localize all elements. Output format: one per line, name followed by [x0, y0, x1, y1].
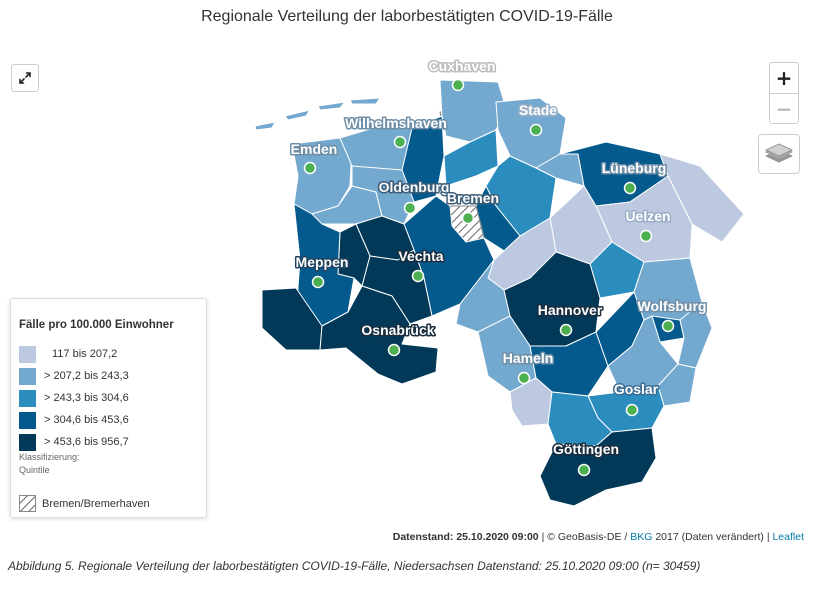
attribution-text: | © GeoBasis-DE / [538, 531, 631, 543]
region-islands [254, 97, 381, 131]
city-label-vechta: Vechta [398, 248, 443, 264]
legend-item: 117 bis 207,2 [19, 345, 117, 363]
fullscreen-button[interactable] [11, 64, 39, 92]
marker-meppen [311, 275, 325, 289]
marker-hameln [517, 371, 531, 385]
attribution-datenstand: Datenstand: 25.10.2020 09:00 [392, 531, 539, 543]
region-osnabrueck [319, 285, 439, 385]
city-label-emden: Emden [291, 141, 338, 157]
legend-label: > 243,3 bis 304,6 [44, 392, 129, 404]
classification-value: Quintile [19, 465, 50, 475]
expand-arrows-icon [19, 72, 31, 84]
city-label-wilhelmshaven: Wilhelmshaven [345, 115, 447, 131]
marker-hannover [559, 323, 573, 337]
legend-hatch-item: Bremen/Bremerhaven [19, 495, 150, 512]
map-view[interactable]: Cuxhaven Stade Wilhelmshaven Emden Lüneb… [0, 46, 814, 546]
marker-stade [529, 123, 543, 137]
hatch-label: Bremen/Bremerhaven [42, 497, 150, 510]
marker-osnabrueck [387, 343, 401, 357]
zoom-out-button[interactable]: − [770, 93, 798, 124]
marker-oldenburg [403, 201, 417, 215]
layers-button[interactable] [758, 134, 800, 174]
marker-goslar [625, 403, 639, 417]
hatch-swatch [19, 495, 36, 512]
city-label-wolfsburg: Wolfsburg [638, 298, 707, 314]
legend-swatch [19, 367, 36, 385]
marker-wilhelmshaven [393, 135, 407, 149]
figure-caption: Abbildung 5. Regionale Verteilung der la… [8, 559, 701, 573]
city-label-lueneburg: Lüneburg [602, 160, 667, 176]
city-label-cuxhaven: Cuxhaven [429, 58, 496, 74]
marker-cuxhaven [451, 78, 465, 92]
region-goettingen [539, 427, 657, 507]
legend-label: > 453,6 bis 956,7 [44, 436, 129, 448]
legend-label: > 207,2 bis 243,3 [44, 370, 129, 382]
city-label-stade: Stade [519, 102, 557, 118]
map-attribution: Datenstand: 25.10.2020 09:00 | © GeoBasi… [393, 531, 804, 543]
city-label-bremen: Bremen [447, 190, 499, 206]
layers-icon [765, 143, 793, 163]
city-label-oldenburg: Oldenburg [379, 179, 450, 195]
leaflet-link[interactable]: Leaflet [772, 531, 804, 543]
page-title: Regionale Verteilung der laborbestätigte… [201, 8, 613, 25]
marker-bremen [461, 211, 475, 225]
legend-classification: Klassifizierung: Quintile [19, 451, 80, 477]
marker-lueneburg [623, 181, 637, 195]
legend-item: > 304,6 bis 453,6 [19, 411, 129, 429]
classification-label: Klassifizierung: [19, 452, 80, 462]
attribution-rest: 2017 (Daten verändert) | [652, 531, 773, 543]
marker-vechta [411, 269, 425, 283]
city-label-goslar: Goslar [614, 381, 659, 397]
legend-item: > 453,6 bis 956,7 [19, 433, 129, 451]
zoom-in-button[interactable]: + [775, 66, 793, 90]
city-label-hameln: Hameln [503, 350, 554, 366]
legend-item: > 207,2 bis 243,3 [19, 367, 129, 385]
city-label-goettingen: Göttingen [553, 441, 619, 457]
legend-swatch [19, 345, 36, 363]
legend-title: Fälle pro 100.000 Einwohner [19, 319, 174, 331]
legend-swatch [19, 411, 36, 429]
marker-uelzen [639, 229, 653, 243]
marker-goettingen [577, 463, 591, 477]
city-label-osnabrueck: Osnabrück [361, 322, 434, 338]
bkg-link[interactable]: BKG [630, 531, 653, 543]
map-legend: Fälle pro 100.000 Einwohner 117 bis 207,… [10, 298, 207, 518]
legend-item: > 243,3 bis 304,6 [19, 389, 129, 407]
legend-swatch [19, 389, 36, 407]
city-label-meppen: Meppen [296, 254, 349, 270]
zoom-control: + − [769, 62, 799, 124]
city-label-uelzen: Uelzen [625, 208, 670, 224]
legend-label: 117 bis 207,2 [52, 348, 118, 360]
choropleth-map[interactable]: Cuxhaven Stade Wilhelmshaven Emden Lüneb… [0, 46, 814, 546]
marker-wolfsburg [661, 319, 675, 333]
city-label-hannover: Hannover [538, 302, 603, 318]
legend-swatch [19, 433, 36, 451]
legend-label: > 304,6 bis 453,6 [44, 414, 129, 426]
marker-emden [303, 161, 317, 175]
